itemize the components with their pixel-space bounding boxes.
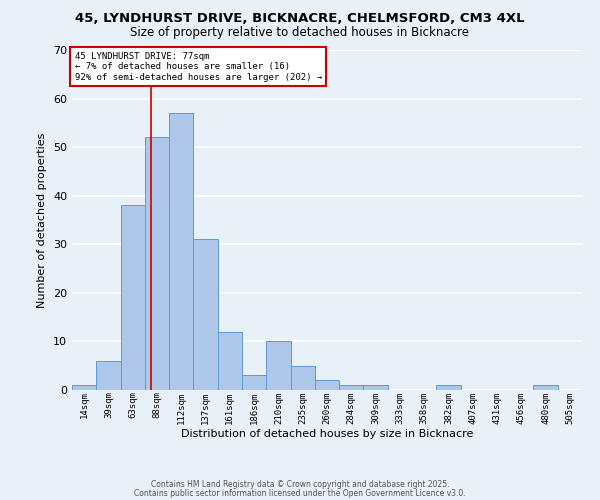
Bar xyxy=(533,385,558,390)
Bar xyxy=(339,385,364,390)
Bar xyxy=(121,206,145,390)
X-axis label: Distribution of detached houses by size in Bicknacre: Distribution of detached houses by size … xyxy=(181,429,473,439)
Text: Size of property relative to detached houses in Bicknacre: Size of property relative to detached ho… xyxy=(131,26,470,39)
Text: Contains HM Land Registry data © Crown copyright and database right 2025.: Contains HM Land Registry data © Crown c… xyxy=(151,480,449,489)
Text: 45 LYNDHURST DRIVE: 77sqm
← 7% of detached houses are smaller (16)
92% of semi-d: 45 LYNDHURST DRIVE: 77sqm ← 7% of detach… xyxy=(74,52,322,82)
Y-axis label: Number of detached properties: Number of detached properties xyxy=(37,132,47,308)
Bar xyxy=(266,342,290,390)
Text: 45, LYNDHURST DRIVE, BICKNACRE, CHELMSFORD, CM3 4XL: 45, LYNDHURST DRIVE, BICKNACRE, CHELMSFO… xyxy=(75,12,525,26)
Bar xyxy=(218,332,242,390)
Bar xyxy=(72,385,96,390)
Bar xyxy=(315,380,339,390)
Bar xyxy=(364,385,388,390)
Bar xyxy=(193,240,218,390)
Bar xyxy=(436,385,461,390)
Text: Contains public sector information licensed under the Open Government Licence v3: Contains public sector information licen… xyxy=(134,488,466,498)
Bar xyxy=(145,138,169,390)
Bar xyxy=(290,366,315,390)
Bar xyxy=(242,376,266,390)
Bar xyxy=(96,361,121,390)
Bar xyxy=(169,113,193,390)
